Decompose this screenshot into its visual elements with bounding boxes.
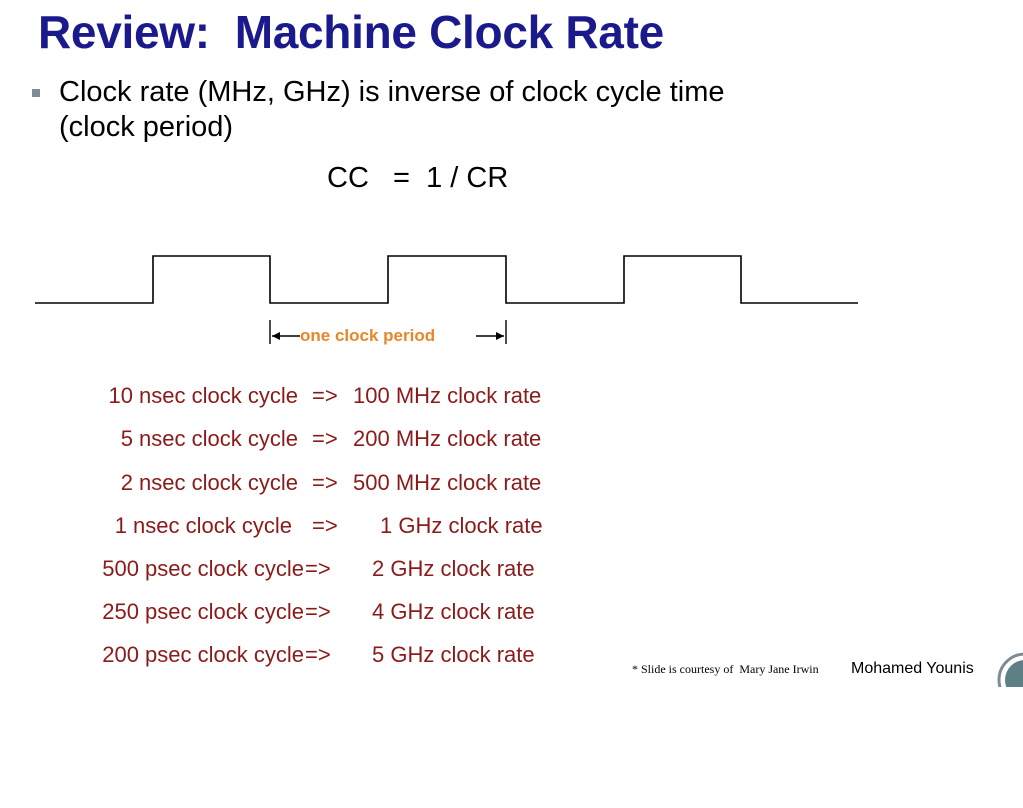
cycle-text: 10 nsec clock cycle xyxy=(108,383,298,408)
formula: CC = 1 / CR xyxy=(327,162,509,194)
cycle-text: 5 nsec clock cycle xyxy=(120,426,298,451)
square-bullet-icon xyxy=(32,89,40,97)
rate-text: 5 GHz clock rate xyxy=(372,642,535,667)
arrow-text: => xyxy=(312,426,338,451)
clock-waveform xyxy=(35,255,858,304)
bullet-line-1: Clock rate (MHz, GHz) is inverse of cloc… xyxy=(59,76,725,108)
cycle-text: 500 psec clock cycle xyxy=(102,556,304,581)
rate-row: 250 psec clock cycle => 4 GHz clock rate xyxy=(60,595,580,629)
rate-row: 500 psec clock cycle => 2 GHz clock rate xyxy=(60,552,580,586)
rate-row: 1 nsec clock cycle => 1 GHz clock rate xyxy=(60,509,580,543)
cycle-text: 2 nsec clock cycle xyxy=(120,470,298,495)
bullet-line-2: (clock period) xyxy=(59,111,234,143)
arrow-text: => xyxy=(305,599,331,624)
circle-decoration-icon xyxy=(997,652,1023,687)
arrow-text: => xyxy=(305,642,331,667)
cycle-text: 200 psec clock cycle xyxy=(102,642,304,667)
arrow-text: => xyxy=(305,556,331,581)
rate-row: 200 psec clock cycle => 5 GHz clock rate xyxy=(60,638,580,672)
rate-text: 2 GHz clock rate xyxy=(372,556,535,581)
footer-credit: * Slide is courtesy of Mary Jane Irwin xyxy=(632,662,819,676)
slide-title: Review: Machine Clock Rate xyxy=(38,6,664,58)
rate-row: 10 nsec clock cycle => 100 MHz clock rat… xyxy=(60,379,580,413)
arrowhead-left-icon xyxy=(272,332,280,340)
bullet-text: Clock rate (MHz, GHz) is inverse of cloc… xyxy=(59,75,859,145)
cycle-text: 250 psec clock cycle xyxy=(102,599,304,624)
rate-text: 1 GHz clock rate xyxy=(380,513,543,538)
rate-text: 500 MHz clock rate xyxy=(353,470,542,495)
footer-author: Mohamed Younis xyxy=(851,660,974,677)
period-label: one clock period xyxy=(300,326,436,345)
rate-text: 4 GHz clock rate xyxy=(372,599,535,624)
arrow-text: => xyxy=(312,383,338,408)
rate-row: 2 nsec clock cycle => 500 MHz clock rate xyxy=(60,466,580,500)
cycle-text: 1 nsec clock cycle xyxy=(114,513,292,538)
rate-text: 200 MHz clock rate xyxy=(353,426,542,451)
arrow-text: => xyxy=(312,470,338,495)
rate-row: 5 nsec clock cycle => 200 MHz clock rate xyxy=(60,422,580,456)
arrow-text: => xyxy=(312,513,338,538)
clock-waveform-diagram xyxy=(35,255,858,344)
rate-text: 100 MHz clock rate xyxy=(353,383,542,408)
arrowhead-right-icon xyxy=(496,332,504,340)
